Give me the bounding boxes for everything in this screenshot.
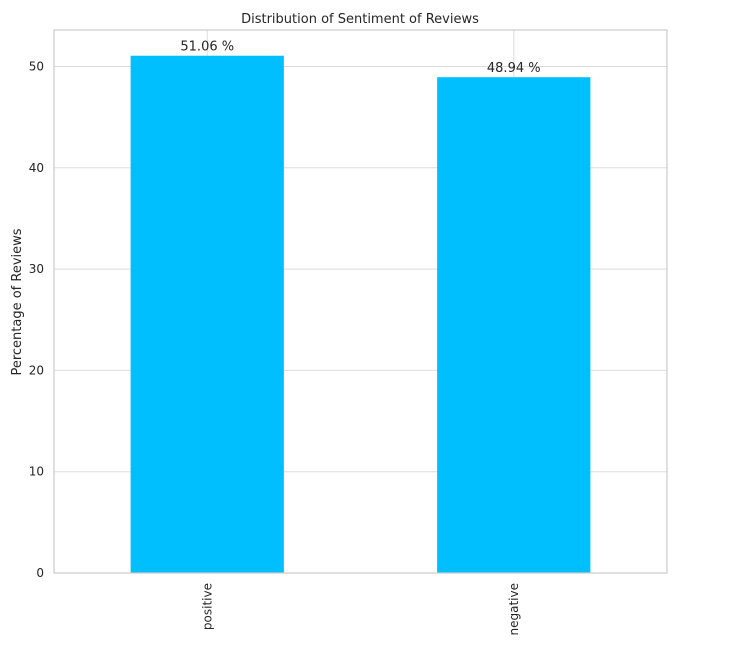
y-tick-label: 0 [36,566,44,580]
plot-frame [53,29,668,574]
y-tick-labels: 0 10 20 30 40 50 [29,59,44,580]
y-axis-label: Percentage of Reviews [10,228,25,375]
y-tick-label: 50 [29,59,44,73]
bar-negative [437,77,591,573]
x-tick-label-negative: negative [507,583,521,635]
chart-title: Distribution of Sentiment of Reviews [241,12,479,27]
x-tick-labels: positive negative [200,583,521,635]
bar-layer [130,55,591,574]
y-tick-label: 30 [29,262,44,276]
y-tick-label: 40 [29,161,44,175]
data-labels: 51.06 % 48.94 % [180,40,540,76]
x-tick-label-positive: positive [200,583,214,630]
y-tick-label: 20 [29,363,44,377]
y-tick-label: 10 [29,465,44,479]
data-label-negative: 48.94 % [487,61,541,76]
data-label-positive: 51.06 % [180,40,234,55]
bar-positive [130,55,284,574]
